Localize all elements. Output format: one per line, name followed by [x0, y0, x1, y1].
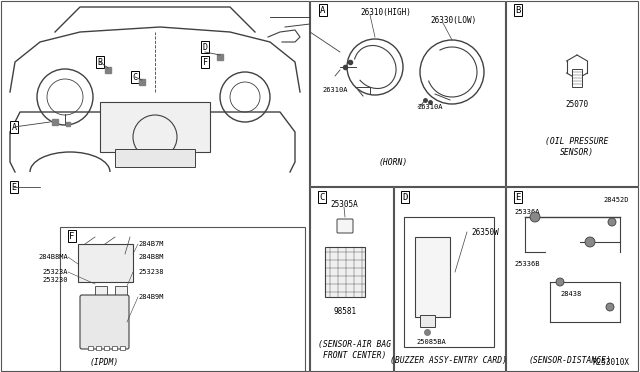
Bar — [1, 1, 309, 371]
Text: 284B8M: 284B8M — [138, 254, 163, 260]
Text: 25336A: 25336A — [514, 209, 540, 215]
Bar — [572, 69, 582, 87]
Text: 26350W: 26350W — [471, 228, 499, 237]
Text: (IPDM): (IPDM) — [90, 357, 118, 366]
Bar — [95, 286, 107, 296]
Text: (SENSOR-AIR BAG
FRONT CENTER): (SENSOR-AIR BAG FRONT CENTER) — [319, 340, 392, 360]
Bar — [415, 237, 450, 317]
Bar — [104, 346, 109, 350]
Text: C: C — [319, 192, 324, 202]
Text: A: A — [320, 6, 326, 15]
Text: F: F — [202, 58, 207, 67]
Text: 25336B: 25336B — [514, 261, 540, 267]
Bar — [115, 149, 195, 167]
Text: R253010X: R253010X — [593, 358, 630, 367]
Bar — [325, 247, 365, 297]
Text: 26310A: 26310A — [417, 104, 443, 110]
Circle shape — [606, 303, 614, 311]
Text: (SENSOR-DISTANCE): (SENSOR-DISTANCE) — [529, 356, 611, 365]
Text: 26310(HIGH): 26310(HIGH) — [360, 7, 411, 16]
Text: A: A — [12, 122, 17, 131]
Bar — [394, 187, 505, 371]
Text: F: F — [69, 231, 75, 241]
Bar — [112, 346, 117, 350]
Text: 26330(LOW): 26330(LOW) — [430, 16, 476, 25]
Circle shape — [556, 278, 564, 286]
Bar — [506, 1, 638, 186]
Text: 25070: 25070 — [565, 99, 589, 109]
Text: 28452D: 28452D — [603, 197, 628, 203]
Bar — [506, 187, 638, 371]
Text: E: E — [515, 192, 521, 202]
Bar — [100, 102, 210, 152]
Bar — [310, 1, 505, 186]
Text: D: D — [202, 42, 207, 51]
Bar — [420, 315, 435, 327]
Bar — [120, 346, 125, 350]
Text: 25323A: 25323A — [42, 269, 68, 275]
Text: 25305A: 25305A — [330, 199, 358, 208]
Bar — [404, 217, 494, 347]
Text: B: B — [97, 58, 102, 67]
Text: D: D — [403, 192, 408, 202]
Circle shape — [585, 237, 595, 247]
Text: (HORN): (HORN) — [378, 157, 408, 167]
Bar — [310, 187, 393, 371]
Text: E: E — [12, 183, 17, 192]
Bar — [78, 244, 133, 282]
Bar — [88, 346, 93, 350]
Text: (OIL PRESSURE
SENSOR): (OIL PRESSURE SENSOR) — [545, 137, 609, 157]
Circle shape — [608, 218, 616, 226]
Bar — [60, 227, 305, 371]
Text: B: B — [515, 6, 521, 15]
Bar — [115, 286, 127, 296]
FancyBboxPatch shape — [337, 219, 353, 233]
Text: (BUZZER ASSY-ENTRY CARD): (BUZZER ASSY-ENTRY CARD) — [390, 356, 508, 365]
Text: C: C — [132, 73, 138, 81]
Text: 253230: 253230 — [42, 277, 68, 283]
Text: 284B9M: 284B9M — [138, 294, 163, 300]
Text: 284B7M: 284B7M — [138, 241, 163, 247]
FancyBboxPatch shape — [80, 295, 129, 349]
Circle shape — [530, 212, 540, 222]
Text: 28438: 28438 — [560, 291, 581, 297]
Text: 284B8MA: 284B8MA — [38, 254, 68, 260]
Text: 98581: 98581 — [333, 308, 356, 317]
Text: 253238: 253238 — [138, 269, 163, 275]
Text: 26310A: 26310A — [323, 87, 348, 93]
Bar — [96, 346, 101, 350]
Text: 25085BA: 25085BA — [416, 339, 445, 345]
